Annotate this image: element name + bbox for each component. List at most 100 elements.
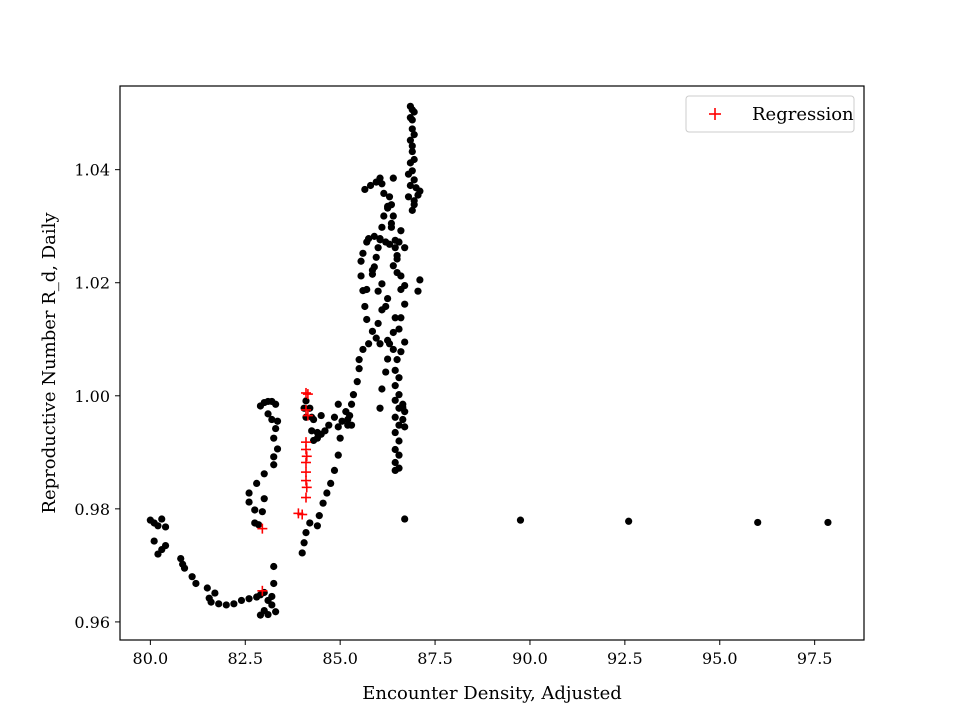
- data-point: [516, 516, 525, 524]
- data-point: [376, 340, 384, 348]
- data-point: [395, 437, 403, 445]
- data-point: [330, 413, 339, 421]
- data-point: [754, 518, 762, 527]
- regression-point: [257, 523, 268, 534]
- data-point: [237, 596, 246, 605]
- data-point: [384, 294, 392, 303]
- data-point: [399, 403, 407, 411]
- data-point: [368, 266, 377, 274]
- data-point: [380, 212, 388, 220]
- data-point: [389, 328, 397, 337]
- data-point: [391, 428, 399, 437]
- data-point: [376, 404, 384, 412]
- regression-point: [302, 389, 313, 400]
- data-point: [272, 608, 280, 616]
- data-point: [338, 417, 346, 425]
- regression-point: [257, 585, 268, 596]
- data-point: [253, 479, 261, 488]
- data-point: [313, 522, 321, 530]
- data-point: [410, 155, 418, 164]
- data-point: [824, 518, 832, 527]
- data-point: [264, 610, 272, 619]
- regression-point: [301, 404, 311, 415]
- regression-point: [301, 457, 311, 468]
- data-point: [154, 522, 162, 530]
- data-point: [344, 415, 352, 424]
- x-tick-label: 97.5: [797, 649, 833, 668]
- data-point: [192, 579, 200, 588]
- data-point: [395, 391, 403, 399]
- data-point: [401, 300, 409, 308]
- data-point: [395, 238, 403, 246]
- legend-marker-regression: [709, 108, 721, 120]
- data-point: [309, 436, 318, 445]
- data-point: [308, 413, 316, 421]
- data-point: [378, 180, 386, 188]
- data-point: [368, 327, 377, 335]
- regression-layer: [257, 387, 313, 596]
- data-point: [355, 356, 363, 364]
- data-point: [357, 257, 365, 265]
- regression-point: [301, 467, 311, 478]
- data-point: [154, 550, 162, 558]
- data-point: [406, 136, 414, 144]
- data-point: [410, 131, 418, 139]
- x-tick-label: 95.0: [702, 649, 738, 668]
- data-point: [389, 212, 397, 220]
- data-point: [370, 232, 378, 240]
- data-point: [268, 415, 276, 424]
- regression-point: [301, 482, 312, 493]
- data-point: [416, 276, 424, 284]
- data-point: [378, 280, 386, 288]
- data-point: [378, 223, 386, 231]
- data-point: [408, 125, 416, 133]
- data-point: [270, 453, 278, 461]
- data-point: [158, 515, 166, 523]
- data-point: [365, 235, 373, 243]
- data-point: [401, 338, 409, 346]
- data-point: [313, 428, 321, 437]
- y-tick-label: 1.04: [74, 161, 110, 180]
- data-point: [625, 517, 633, 525]
- data-point: [319, 499, 327, 507]
- x-tick-label: 90.0: [512, 649, 548, 668]
- data-point: [325, 421, 333, 429]
- data-point: [327, 479, 335, 488]
- data-point: [272, 400, 280, 408]
- data-point: [207, 598, 215, 606]
- data-point: [397, 348, 405, 356]
- data-point: [408, 167, 416, 175]
- plot-area: [120, 86, 864, 640]
- x-tick-label: 92.5: [607, 649, 643, 668]
- data-point: [357, 272, 365, 280]
- data-point: [414, 287, 422, 295]
- data-point: [389, 262, 397, 270]
- data-point: [363, 285, 371, 294]
- y-tick-label: 1.00: [74, 387, 110, 406]
- data-point: [270, 562, 278, 571]
- data-point: [393, 255, 401, 263]
- data-point: [410, 108, 418, 116]
- data-point: [245, 489, 253, 497]
- regression-point: [301, 387, 311, 398]
- data-point: [399, 415, 407, 424]
- data-point: [395, 451, 403, 459]
- data-point: [273, 417, 282, 425]
- data-point: [378, 385, 386, 393]
- data-point: [410, 176, 418, 184]
- data-point: [385, 193, 394, 201]
- data-point: [270, 461, 278, 469]
- x-tick-label: 85.0: [322, 649, 358, 668]
- data-point: [416, 187, 424, 195]
- data-point: [260, 470, 268, 478]
- data-point: [177, 554, 185, 563]
- x-axis-ticks: 80.0 82.5 85.0 87.5 90.0 92.5 95.0 97.5: [133, 640, 833, 668]
- data-point: [330, 466, 339, 475]
- data-point: [384, 204, 392, 212]
- data-point: [342, 408, 350, 416]
- data-point: [389, 174, 397, 182]
- data-point: [302, 528, 310, 537]
- data-point: [391, 445, 399, 454]
- data-point: [273, 445, 282, 453]
